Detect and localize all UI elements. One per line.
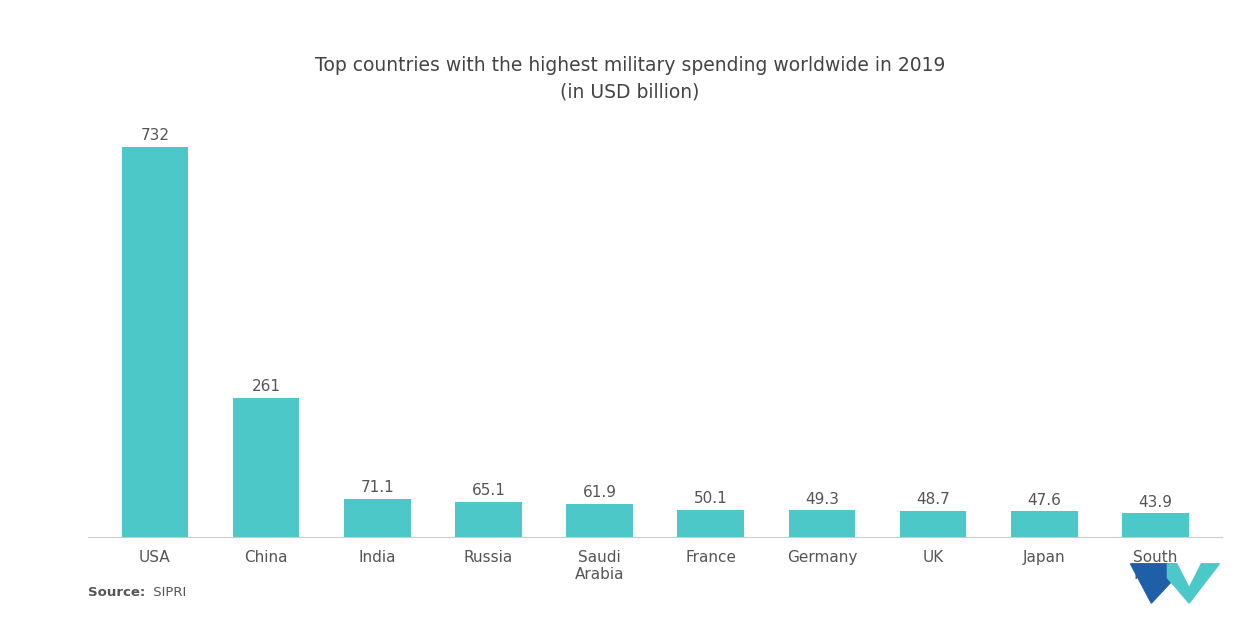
Text: Top countries with the highest military spending worldwide in 2019
(in USD billi: Top countries with the highest military … [315,56,945,102]
Bar [233,397,300,537]
Bar [1123,514,1189,537]
Text: 261: 261 [252,379,281,394]
Bar [566,504,633,537]
Bar [344,499,411,537]
Bar [455,502,522,537]
Text: 732: 732 [140,128,169,143]
Text: 49.3: 49.3 [805,492,839,507]
Text: 48.7: 48.7 [916,492,950,507]
Polygon shape [1168,564,1220,603]
Text: Source:: Source: [88,586,145,599]
Bar [789,510,856,537]
Bar [1011,511,1077,537]
Bar [121,147,188,537]
Text: 65.1: 65.1 [471,483,505,498]
Text: SIPRI: SIPRI [149,586,186,599]
Text: 61.9: 61.9 [582,485,616,500]
Text: 71.1: 71.1 [360,480,394,495]
Bar [900,510,966,537]
Polygon shape [1130,564,1174,603]
Text: 50.1: 50.1 [694,491,728,506]
Bar [678,510,745,537]
Text: 47.6: 47.6 [1027,492,1061,507]
Text: 43.9: 43.9 [1139,495,1173,510]
